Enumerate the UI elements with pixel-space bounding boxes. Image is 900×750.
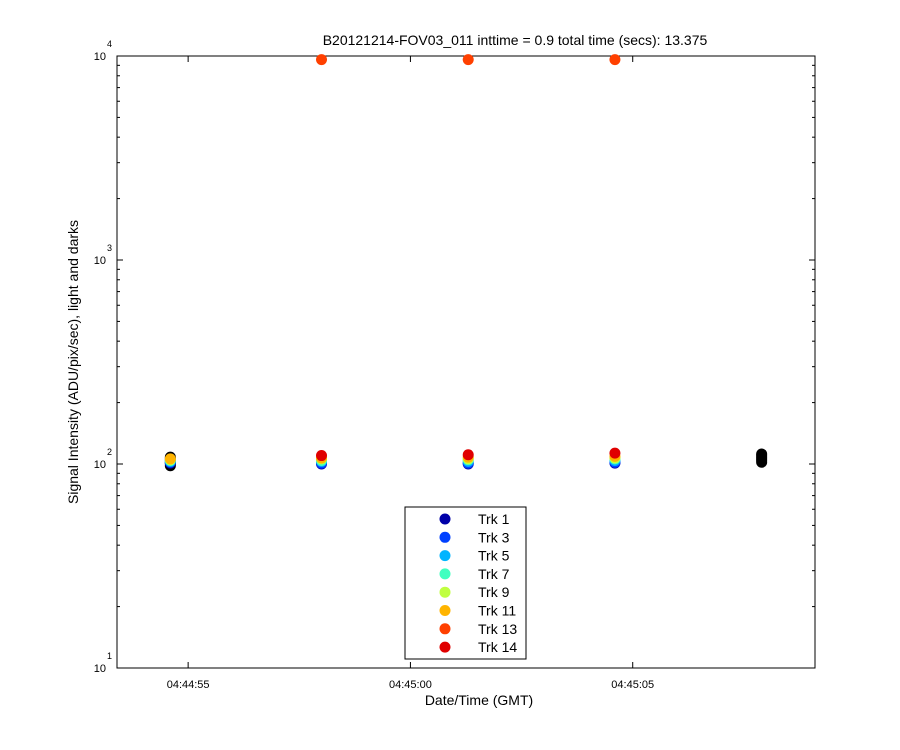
legend-marker: [439, 623, 451, 635]
point-trk-14: [316, 450, 328, 462]
data-points: [164, 54, 768, 472]
legend-marker: [439, 641, 451, 653]
legend-label: Trk 11: [478, 603, 516, 619]
legend-box: [404, 506, 527, 660]
y-axis-label: Signal Intensity (ADU/pix/sec), light an…: [65, 220, 81, 504]
legend-label: Trk 7: [478, 566, 510, 582]
x-tick-label: 04:45:05: [611, 679, 654, 691]
legend-marker: [439, 513, 451, 525]
x-tick-label: 04:44:55: [167, 679, 210, 691]
point-trk-14: [462, 449, 474, 461]
y-tick-exponent: 3: [107, 243, 112, 253]
x-tick-label: 04:45:00: [389, 679, 432, 691]
y-tick-exponent: 4: [107, 39, 112, 49]
x-axis-label: Date/Time (GMT): [425, 692, 533, 708]
legend-marker: [439, 586, 451, 598]
y-tick-label: 10: [94, 51, 106, 63]
legend-label: Trk 5: [478, 548, 510, 564]
legend-label: Trk 3: [478, 529, 510, 545]
chart-title: B20121214-FOV03_011 inttime = 0.9 total …: [323, 32, 708, 48]
dark-point: [756, 448, 768, 460]
point-trk-13: [609, 54, 621, 66]
point-trk-11: [164, 453, 176, 465]
legend-label: Trk 9: [478, 584, 510, 600]
legend-label: Trk 1: [478, 511, 510, 527]
point-trk-14: [609, 447, 621, 459]
legend-marker: [439, 568, 451, 580]
legend-label: Trk 13: [478, 621, 517, 637]
y-tick-label: 10: [94, 255, 106, 267]
legend-marker: [439, 605, 451, 616]
legend-label: Trk 14: [478, 639, 517, 655]
legend: Trk 1 Trk 3 Trk 5 Trk 7 Trk 9 Trk 11 Trk 13 Trk…: [404, 506, 527, 660]
point-trk-13: [462, 54, 474, 66]
point-trk-13: [316, 54, 328, 66]
y-tick-exponent: 2: [107, 447, 112, 457]
y-tick-exponent: 1: [107, 651, 112, 661]
y-tick-label: 10: [94, 663, 106, 675]
legend-marker: [439, 550, 451, 562]
y-tick-label: 10: [94, 459, 106, 471]
legend-marker: [439, 531, 451, 543]
